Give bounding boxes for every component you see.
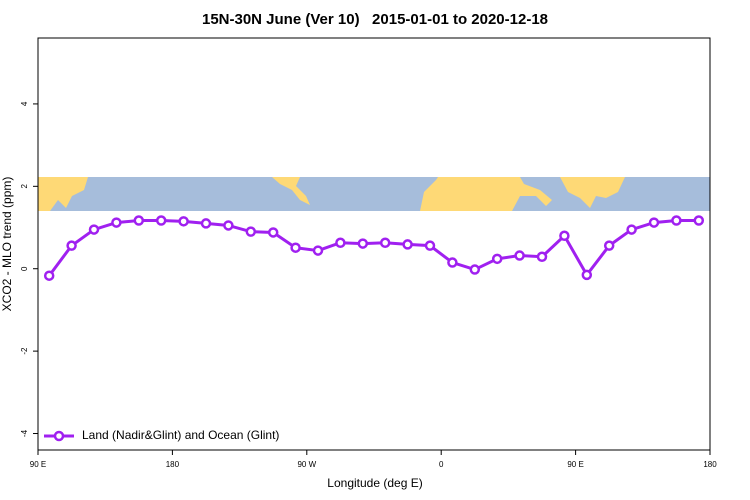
point bbox=[223, 220, 234, 231]
point bbox=[559, 230, 570, 242]
y-tick-label: -4 bbox=[20, 429, 29, 437]
land bbox=[38, 177, 88, 211]
point bbox=[267, 227, 279, 238]
point bbox=[536, 251, 548, 263]
land bbox=[560, 177, 625, 208]
point bbox=[424, 240, 436, 251]
plot-frame bbox=[37, 37, 711, 451]
x-tick-label: 90 W bbox=[297, 460, 316, 469]
point bbox=[671, 215, 682, 226]
land bbox=[420, 177, 552, 211]
y-tick-label: 2 bbox=[20, 184, 29, 189]
point bbox=[648, 217, 660, 228]
legend-label: Land (Nadir&Glint) and Ocean (Glint) bbox=[82, 428, 279, 442]
map-strip bbox=[38, 177, 710, 211]
point bbox=[402, 239, 413, 250]
point bbox=[155, 215, 167, 226]
x-tick-label: 0 bbox=[439, 460, 444, 469]
point bbox=[491, 253, 503, 265]
x-axis-label: Longitude (deg E) bbox=[327, 476, 422, 490]
point bbox=[379, 237, 391, 249]
point bbox=[693, 215, 705, 226]
point bbox=[603, 240, 615, 251]
y-tick-label: 4 bbox=[20, 101, 29, 106]
x-tick-label: 90 E bbox=[567, 460, 583, 469]
point bbox=[43, 270, 55, 281]
point bbox=[133, 215, 145, 226]
point bbox=[178, 216, 189, 227]
land bbox=[272, 177, 310, 205]
chart-title: 15N-30N June (Ver 10) 2015-01-01 to 2020… bbox=[202, 11, 548, 28]
y-tick-label: 0 bbox=[20, 266, 29, 271]
point bbox=[290, 242, 301, 253]
point bbox=[469, 264, 481, 275]
series-line bbox=[47, 219, 699, 278]
point bbox=[312, 245, 324, 256]
x-tick-label: 180 bbox=[703, 460, 717, 469]
point bbox=[111, 217, 122, 228]
point bbox=[626, 224, 637, 235]
point bbox=[245, 226, 257, 237]
legend-marker bbox=[53, 430, 65, 442]
point bbox=[200, 218, 212, 229]
point bbox=[66, 240, 77, 251]
y-tick-label: -2 bbox=[20, 347, 29, 355]
point bbox=[357, 238, 369, 249]
point bbox=[581, 269, 593, 281]
point bbox=[335, 237, 346, 249]
x-tick-label: 180 bbox=[166, 460, 180, 469]
y-axis-label: XCO2 - MLO trend (ppm) bbox=[0, 177, 14, 312]
x-tick-label: 90 E bbox=[30, 460, 46, 469]
point bbox=[514, 250, 525, 261]
point bbox=[88, 224, 100, 235]
point bbox=[447, 257, 458, 268]
